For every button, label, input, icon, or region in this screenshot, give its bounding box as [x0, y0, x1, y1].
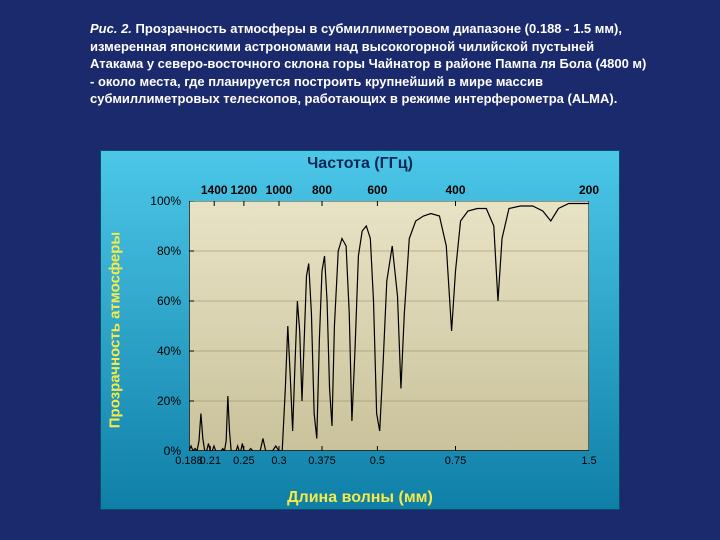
x-top-tick-label: 600 — [367, 183, 387, 197]
x-top-tick-label: 800 — [312, 183, 332, 197]
x-bottom-tick-label: 0.3 — [271, 455, 286, 467]
plot-svg — [189, 201, 589, 451]
x-top-tick-label: 200 — [579, 183, 599, 197]
x-bottom-tick-label: 0.25 — [233, 455, 254, 467]
x-bottom-tick-label: 0.75 — [445, 455, 466, 467]
y-axis-title: Прозрачность атмосферы — [107, 232, 124, 428]
x-top-tick-label: 1200 — [231, 183, 258, 197]
y-tick-label: 40% — [157, 344, 181, 358]
figure-label: Рис. 2. — [90, 21, 132, 36]
x-bottom-tick-label: 0.375 — [308, 455, 336, 467]
y-tick-label: 100% — [150, 194, 181, 208]
y-tick-label: 20% — [157, 394, 181, 408]
figure-caption-text: Прозрачность атмосферы в субмиллиметрово… — [90, 21, 646, 106]
plot-area — [189, 201, 589, 451]
x-bottom-tick-label: 1.5 — [581, 455, 596, 467]
top-axis-title: Частота (ГГц) — [101, 155, 619, 173]
y-tick-label: 80% — [157, 244, 181, 258]
x-top-tick-label: 1400 — [201, 183, 228, 197]
x-bottom-tick-label: 0.5 — [370, 455, 385, 467]
figure-caption: Рис. 2. Прозрачность атмосферы в субмилл… — [90, 20, 650, 108]
x-top-tick-label: 400 — [445, 183, 465, 197]
x-axis-title: Длина волны (мм) — [101, 489, 619, 507]
slide: Рис. 2. Прозрачность атмосферы в субмилл… — [0, 0, 720, 540]
x-bottom-tick-label: 0.21 — [200, 455, 221, 467]
x-top-tick-label: 1000 — [266, 183, 293, 197]
y-tick-label: 60% — [157, 294, 181, 308]
chart-inner: Частота (ГГц) Прозрачность атмосферы Дли… — [101, 151, 619, 509]
chart-frame: Частота (ГГц) Прозрачность атмосферы Дли… — [100, 150, 620, 510]
